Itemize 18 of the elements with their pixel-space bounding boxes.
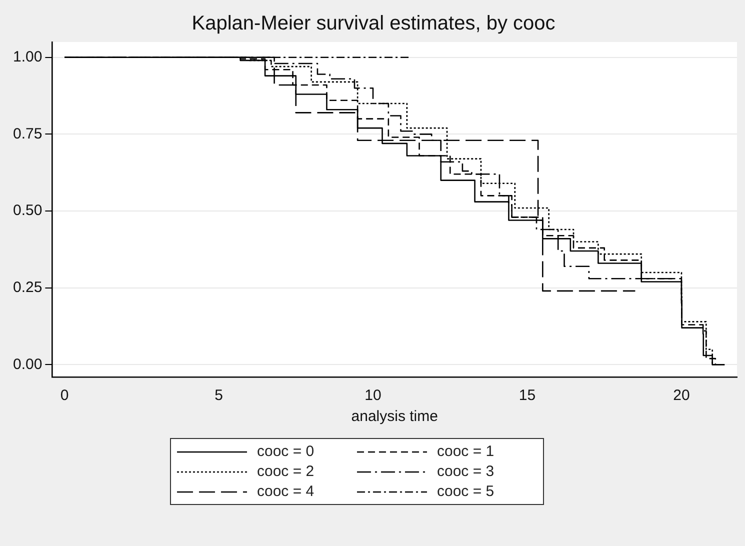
legend-label: cooc = 1 — [437, 443, 494, 460]
x-tick-label: 20 — [673, 387, 690, 404]
legend-label: cooc = 0 — [257, 443, 314, 460]
y-tick-label: 0.50 — [12, 202, 42, 220]
legend-label: cooc = 5 — [437, 483, 494, 500]
legend-label: cooc = 3 — [437, 463, 494, 480]
x-tick-label: 15 — [518, 387, 536, 404]
legend-label: cooc = 2 — [257, 463, 314, 480]
legend-label: cooc = 4 — [257, 483, 314, 500]
y-tick-label: 1.00 — [12, 48, 42, 66]
x-tick-label: 0 — [60, 387, 69, 404]
y-tick-label: 0.00 — [12, 356, 42, 373]
chart-title: Kaplan-Meier survival estimates, by cooc — [192, 12, 556, 35]
y-tick-label: 0.25 — [12, 279, 42, 296]
x-axis-title: analysis time — [351, 408, 438, 426]
x-tick-label: 10 — [364, 387, 382, 404]
y-tick-label: 0.75 — [12, 125, 42, 142]
x-tick-label: 5 — [214, 387, 223, 404]
